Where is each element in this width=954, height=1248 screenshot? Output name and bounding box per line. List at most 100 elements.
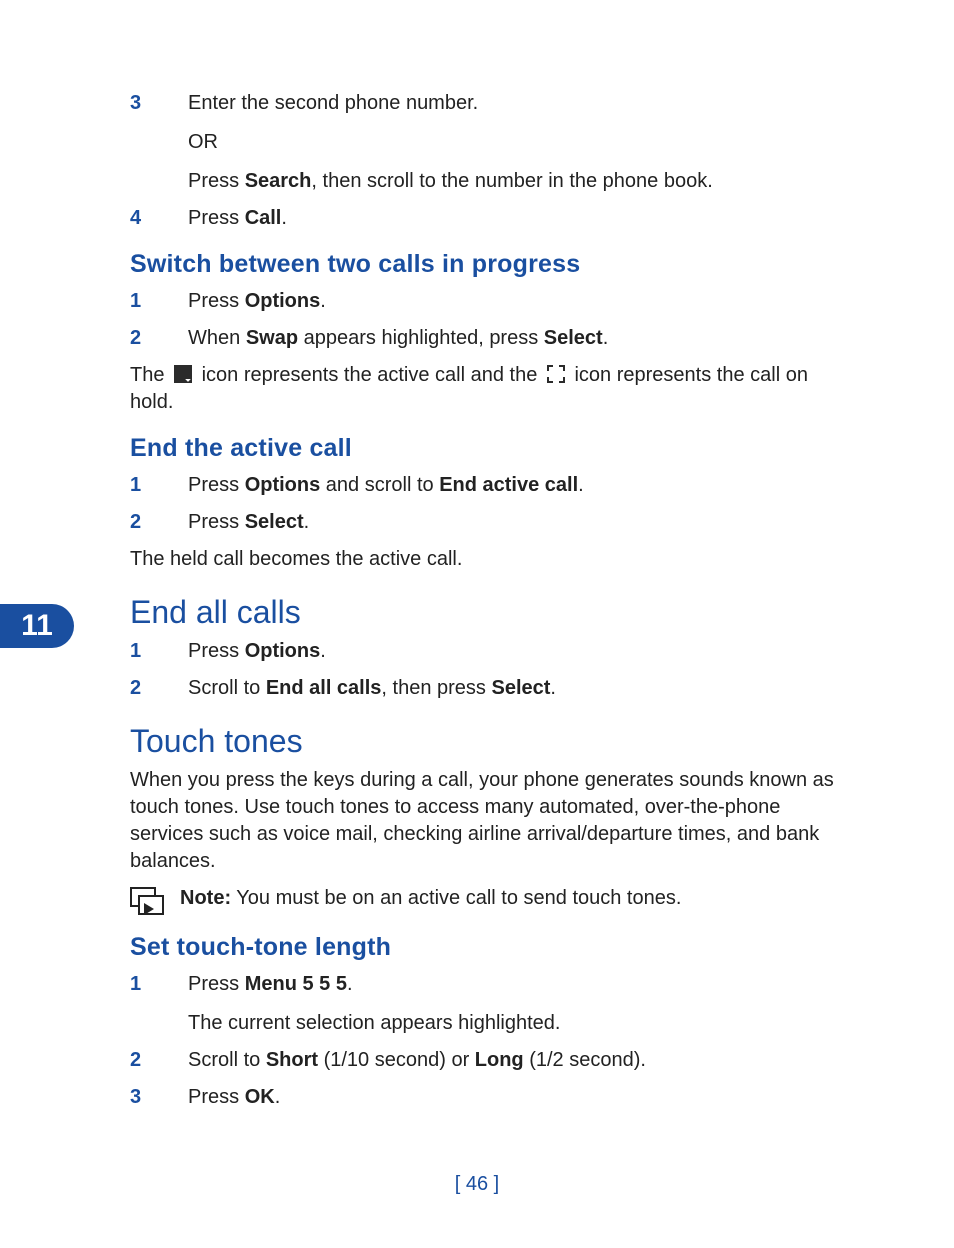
step-number: 4 xyxy=(130,205,162,232)
step-number: 1 xyxy=(130,971,162,1037)
step-bold: Call xyxy=(245,207,282,229)
step-text: and scroll to xyxy=(320,474,439,496)
step-bold: Search xyxy=(245,170,312,192)
end-active-steps: 1 Press Options and scroll to End active… xyxy=(130,472,854,536)
step-bold: Swap xyxy=(246,327,298,349)
page-number: [ 46 ] xyxy=(0,1171,954,1198)
step-item: 1 Press Options and scroll to End active… xyxy=(130,472,854,499)
step-number: 2 xyxy=(130,675,162,702)
step-number: 2 xyxy=(130,1047,162,1074)
hold-call-icon xyxy=(547,365,565,383)
step-item: 4 Press Call. xyxy=(130,205,854,232)
step-item: 2 Press Select. xyxy=(130,509,854,536)
step-text: , then scroll to the number in the phone… xyxy=(311,170,712,192)
step-bold: End active call xyxy=(439,474,578,496)
step-bold: Options xyxy=(245,640,321,662)
step-number: 1 xyxy=(130,288,162,315)
subheading-switch-calls: Switch between two calls in progress xyxy=(130,248,854,282)
step-number: 1 xyxy=(130,472,162,499)
step-body: Press Options. xyxy=(188,638,854,665)
heading-touch-tones: Touch tones xyxy=(130,720,854,763)
step-body: Scroll to End all calls, then press Sele… xyxy=(188,675,854,702)
step-text: . xyxy=(550,677,556,699)
step-text: . xyxy=(347,973,353,995)
heading-end-all-calls: End all calls xyxy=(130,591,854,634)
step-item: 1 Press Options. xyxy=(130,288,854,315)
step-body: Press Options. xyxy=(188,288,854,315)
step-body: Press Select. xyxy=(188,509,854,536)
step-bold: Menu 5 5 5 xyxy=(245,973,347,995)
paragraph-text: icon represents the active call and the xyxy=(202,364,543,386)
step-body: Enter the second phone number. OR Press … xyxy=(188,90,854,195)
step-bold: End all calls xyxy=(266,677,382,699)
step-number: 1 xyxy=(130,638,162,665)
step-number: 2 xyxy=(130,325,162,352)
step-item: 3 Enter the second phone number. OR Pres… xyxy=(130,90,854,195)
step-body: Press Options and scroll to End active c… xyxy=(188,472,854,499)
step-bold: Long xyxy=(475,1049,524,1071)
step-text: Press xyxy=(188,474,245,496)
manual-page: 11 3 Enter the second phone number. OR P… xyxy=(0,0,954,1248)
step-number: 3 xyxy=(130,1084,162,1111)
intro-steps: 3 Enter the second phone number. OR Pres… xyxy=(130,90,854,232)
held-call-paragraph: The held call becomes the active call. xyxy=(130,546,854,573)
step-text: . xyxy=(320,290,326,312)
step-item: 2 Scroll to End all calls, then press Se… xyxy=(130,675,854,702)
step-body: When Swap appears highlighted, press Sel… xyxy=(188,325,854,352)
step-text: . xyxy=(320,640,326,662)
tone-length-steps: 1 Press Menu 5 5 5. The current selectio… xyxy=(130,971,854,1111)
step-number: 3 xyxy=(130,90,162,195)
step-text: Press xyxy=(188,1086,245,1108)
paragraph-text: The xyxy=(130,364,170,386)
step-text: appears highlighted, press xyxy=(298,327,544,349)
step-text: When xyxy=(188,327,246,349)
step-text: . xyxy=(304,511,310,533)
step-text: Press xyxy=(188,170,245,192)
step-text: Press xyxy=(188,207,245,229)
active-call-icon xyxy=(174,365,192,383)
section-tab-number: 11 xyxy=(21,606,53,647)
step-bold: Select xyxy=(491,677,550,699)
step-number: 2 xyxy=(130,509,162,536)
step-text: Press xyxy=(188,290,245,312)
step-body: Press Call. xyxy=(188,205,854,232)
note-block: Note: You must be on an active call to s… xyxy=(130,885,854,915)
step-bold: Options xyxy=(245,290,321,312)
end-all-steps: 1 Press Options. 2 Scroll to End all cal… xyxy=(130,638,854,702)
step-text: . xyxy=(281,207,287,229)
step-bold: Options xyxy=(245,474,321,496)
step-bold: Short xyxy=(266,1049,318,1071)
step-item: 1 Press Options. xyxy=(130,638,854,665)
step-text: . xyxy=(275,1086,281,1108)
step-bold: Select xyxy=(245,511,304,533)
step-text: Press xyxy=(188,640,245,662)
step-item: 1 Press Menu 5 5 5. The current selectio… xyxy=(130,971,854,1037)
step-body: Press OK. xyxy=(188,1084,854,1111)
step-item: 2 Scroll to Short (1/10 second) or Long … xyxy=(130,1047,854,1074)
step-text: Press xyxy=(188,511,245,533)
note-icon xyxy=(130,887,166,915)
step-body: Press Menu 5 5 5. The current selection … xyxy=(188,971,854,1037)
step-body: Scroll to Short (1/10 second) or Long (1… xyxy=(188,1047,854,1074)
step-text: (1/2 second). xyxy=(524,1049,646,1071)
step-text: (1/10 second) or xyxy=(318,1049,475,1071)
note-text: Note: You must be on an active call to s… xyxy=(180,885,854,912)
step-item: 3 Press OK. xyxy=(130,1084,854,1111)
switch-steps: 1 Press Options. 2 When Swap appears hig… xyxy=(130,288,854,352)
subheading-touch-tone-length: Set touch-tone length xyxy=(130,931,854,965)
icon-explanation-paragraph: The icon represents the active call and … xyxy=(130,362,854,416)
note-body: You must be on an active call to send to… xyxy=(231,887,681,909)
subheading-end-active: End the active call xyxy=(130,432,854,466)
step-text: Press xyxy=(188,973,245,995)
step-text: The current selection appears highlighte… xyxy=(188,1012,560,1034)
step-text: OR xyxy=(188,131,218,153)
step-item: 2 When Swap appears highlighted, press S… xyxy=(130,325,854,352)
section-tab-badge: 11 xyxy=(0,604,74,648)
step-text: . xyxy=(578,474,584,496)
note-label: Note: xyxy=(180,887,231,909)
step-text: , then press xyxy=(381,677,491,699)
step-text: Enter the second phone number. xyxy=(188,92,478,114)
step-text: . xyxy=(603,327,609,349)
touch-tones-paragraph: When you press the keys during a call, y… xyxy=(130,767,854,875)
step-bold: Select xyxy=(544,327,603,349)
